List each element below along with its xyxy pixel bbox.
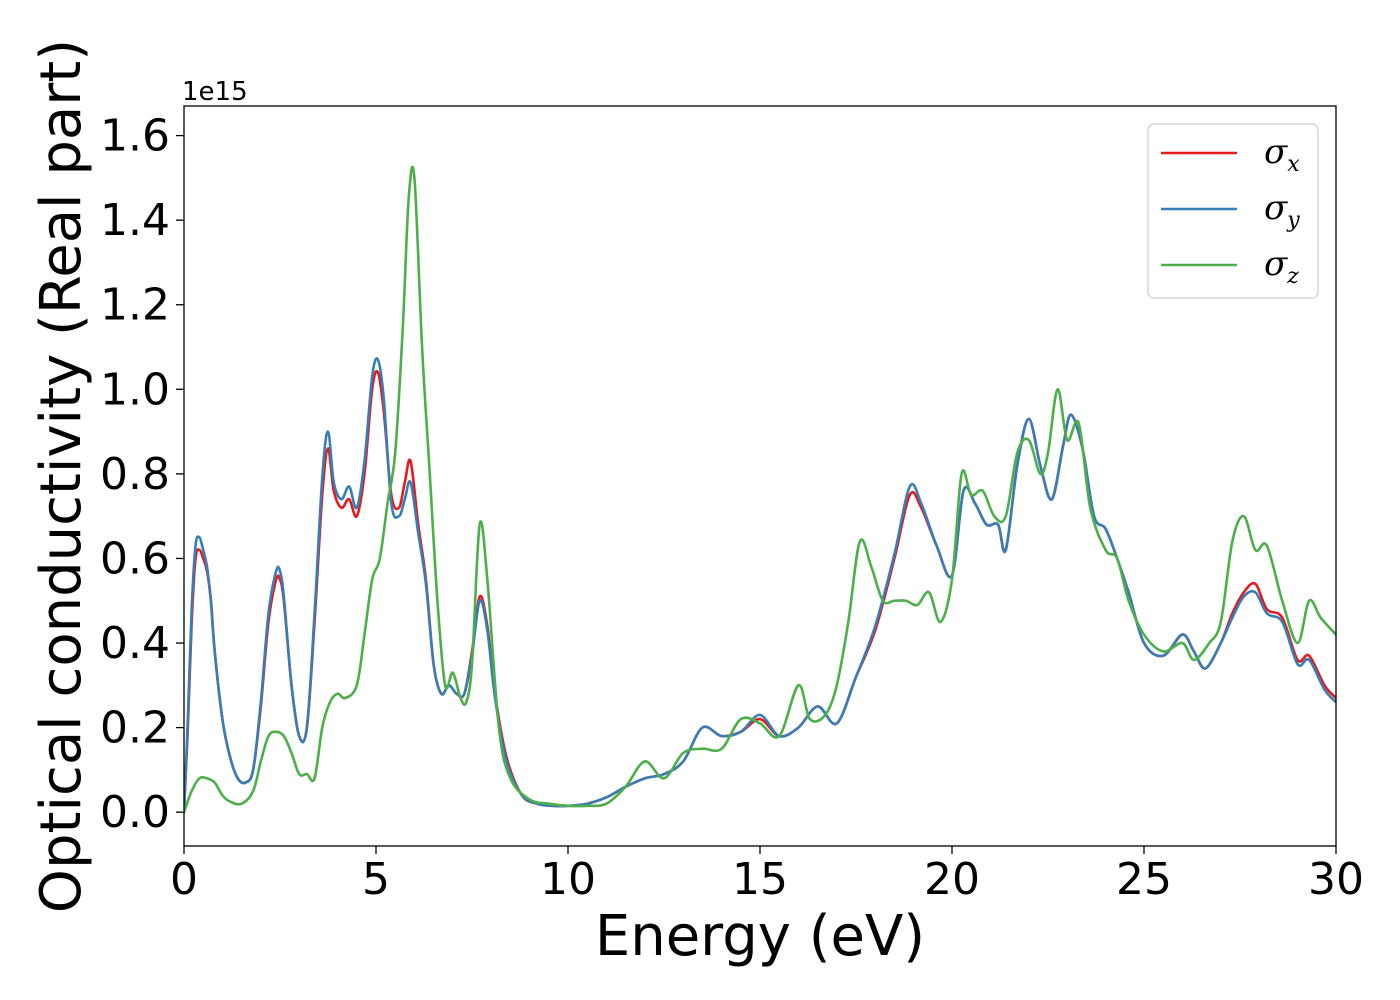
legend-items: σx σy σz [1161, 132, 1300, 289]
legend-label-z: σz [1264, 244, 1299, 289]
legend-box [1147, 123, 1319, 299]
x-axis-label: Energy (eV) [595, 904, 925, 969]
x-axis: 0 5 10 15 20 25 30 [170, 846, 1364, 905]
series-line-y [184, 357, 1336, 814]
y-tick-label: 0.6 [100, 533, 170, 584]
x-tick-label: 30 [1308, 854, 1364, 905]
series-layer [184, 165, 1336, 814]
x-tick-label: 0 [170, 854, 198, 905]
legend-label-y: σy [1264, 188, 1300, 233]
x-tick-label: 25 [1116, 854, 1172, 905]
legend: σx σy σz [1147, 123, 1319, 299]
y-tick-label: 0.8 [100, 449, 170, 500]
y-tick-label: 0.2 [100, 703, 170, 754]
x-tick-label: 15 [732, 854, 788, 905]
y-tick-label: 1.0 [100, 364, 170, 415]
y-tick-label: 1.2 [100, 280, 170, 331]
x-tick-label: 20 [924, 854, 980, 905]
y-axis: 0.0 0.2 0.4 0.6 0.8 1.0 1.2 1.4 1.6 [100, 111, 184, 838]
series-line-z [184, 165, 1336, 814]
legend-label-x: σx [1264, 132, 1300, 177]
y-offset-label: 1e15 [182, 77, 248, 107]
y-tick-label: 0.4 [100, 618, 170, 669]
x-tick-label: 5 [362, 854, 390, 905]
x-tick-label: 10 [540, 854, 596, 905]
y-tick-label: 1.4 [100, 195, 170, 246]
y-tick-label: 0.0 [100, 787, 170, 838]
y-axis-label: Optical conductivity (Real part) [29, 39, 94, 913]
y-tick-label: 1.6 [100, 111, 170, 162]
